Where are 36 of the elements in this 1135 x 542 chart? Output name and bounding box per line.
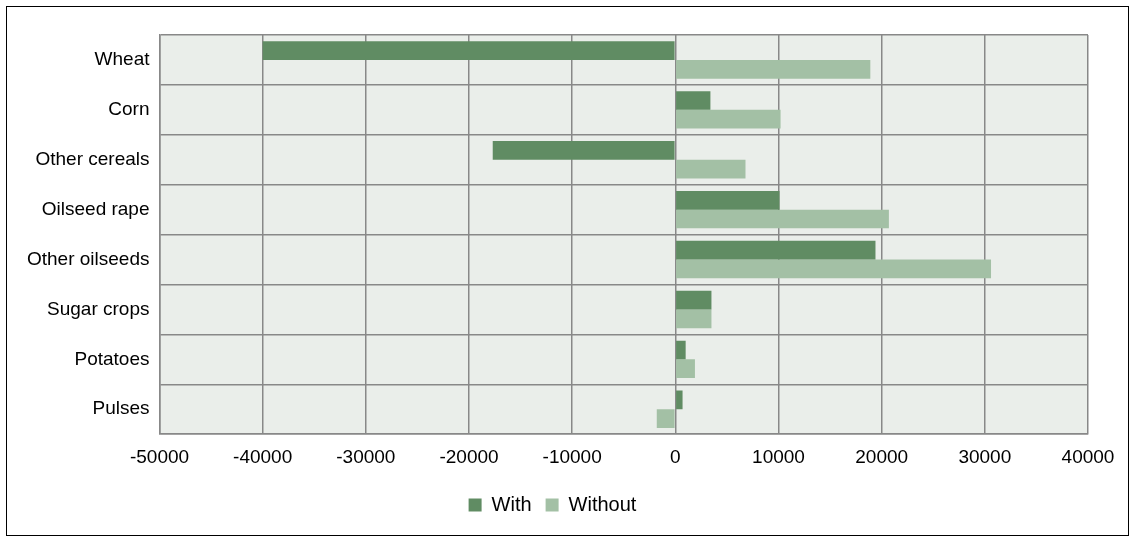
bar xyxy=(676,209,889,229)
y-tick-label: Potatoes xyxy=(74,347,150,369)
bar xyxy=(676,91,711,110)
y-tick-label: Other cereals xyxy=(35,147,150,169)
x-tick-label: -10000 xyxy=(542,445,602,467)
bar xyxy=(656,409,675,428)
y-tick-label: Sugar crops xyxy=(47,297,150,319)
x-tick-label: -40000 xyxy=(233,445,293,467)
y-tick-label: Other oilseeds xyxy=(26,247,150,269)
bar xyxy=(676,390,683,410)
bar xyxy=(676,259,992,279)
bar xyxy=(676,359,695,379)
x-tick-label: -20000 xyxy=(439,445,499,467)
bar xyxy=(676,309,712,329)
y-tick-label: Wheat xyxy=(94,48,151,70)
x-tick-label: 0 xyxy=(670,445,681,467)
legend-label: Without xyxy=(568,492,637,515)
bar xyxy=(676,59,871,79)
y-tick-label: Oilseed rape xyxy=(41,197,150,219)
bar xyxy=(676,340,686,360)
x-tick-label: 10000 xyxy=(752,445,805,467)
bar xyxy=(676,109,781,129)
bar xyxy=(676,159,746,179)
bar xyxy=(676,190,780,210)
x-tick-label: -50000 xyxy=(129,445,190,467)
y-tick-label: Corn xyxy=(108,98,150,120)
bar xyxy=(676,290,712,310)
y-tick-label: Pulses xyxy=(92,397,150,419)
legend-label: With xyxy=(491,492,532,515)
bar xyxy=(492,141,675,160)
bar xyxy=(262,41,675,60)
bar xyxy=(676,240,876,260)
x-tick-label: -30000 xyxy=(336,445,396,467)
x-tick-label: 30000 xyxy=(958,445,1012,467)
x-tick-label: 40000 xyxy=(1061,445,1115,467)
x-tick-label: 20000 xyxy=(855,445,909,467)
